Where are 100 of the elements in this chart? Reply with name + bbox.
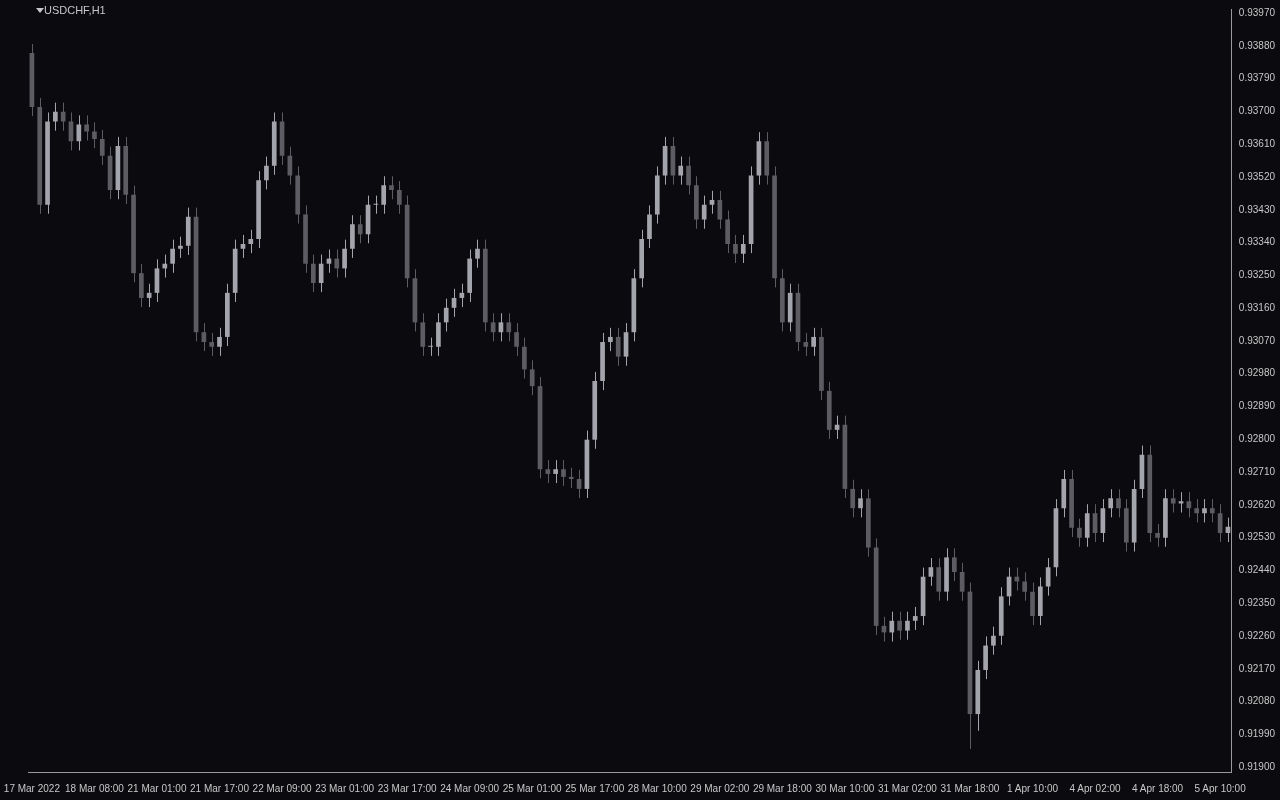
- y-tick-label: 0.93610: [1238, 137, 1276, 149]
- candlestick: [1077, 518, 1082, 548]
- candlestick: [53, 102, 58, 132]
- y-tick-label: 0.92890: [1238, 400, 1276, 412]
- candlestick: [1155, 523, 1160, 548]
- x-tick-label: 31 Mar 18:00: [940, 782, 1000, 794]
- x-tick-label: 17 Mar 2022: [3, 782, 61, 794]
- x-tick-label: 28 Mar 10:00: [627, 782, 688, 794]
- x-tick-label: 5 Apr 10:00: [1194, 782, 1247, 794]
- candlestick: [717, 190, 723, 230]
- y-tick-label: 0.92260: [1238, 629, 1276, 641]
- x-tick-label: 4 Apr 02:00: [1069, 782, 1122, 794]
- candlestick: [678, 156, 684, 186]
- candlestick: [357, 214, 363, 244]
- x-tick-label: 1 Apr 10:00: [1006, 782, 1059, 794]
- y-tick-label: 0.93340: [1238, 236, 1276, 248]
- candlestick: [342, 239, 347, 279]
- candlestick: [1116, 488, 1121, 518]
- candlestick: [170, 239, 175, 274]
- candlestick: [310, 254, 316, 293]
- x-tick-label: 31 Mar 02:00: [877, 782, 938, 794]
- y-tick-label: 0.91900: [1238, 761, 1276, 773]
- candlestick: [553, 459, 559, 484]
- candlestick: [545, 459, 551, 484]
- candlestick: [561, 459, 566, 487]
- y-tick-label: 0.91990: [1238, 728, 1276, 740]
- x-tick-label: 25 Mar 01:00: [502, 782, 563, 794]
- candlestick: [76, 114, 82, 151]
- y-tick-label: 0.92620: [1238, 498, 1276, 510]
- y-tick-label: 0.92710: [1238, 465, 1276, 477]
- x-tick-label: 29 Mar 02:00: [690, 782, 750, 794]
- candlestick: [522, 337, 527, 379]
- candlestick: [334, 248, 340, 279]
- candlestick: [709, 190, 715, 215]
- x-tick-label: 18 Mar 08:00: [64, 782, 125, 794]
- candlestick: [686, 156, 691, 195]
- candlestick: [905, 611, 910, 641]
- x-tick-label: 23 Mar 17:00: [377, 782, 438, 794]
- candlestick: [959, 562, 965, 602]
- x-tick-label: 22 Mar 09:00: [252, 782, 312, 794]
- y-tick-label: 0.93070: [1238, 334, 1276, 346]
- candlestick: [514, 322, 519, 357]
- candlestick: [803, 332, 809, 357]
- candlestick: [217, 327, 222, 357]
- candlestick: [264, 156, 269, 190]
- y-tick-label: 0.93520: [1238, 170, 1276, 182]
- candlestick: [1108, 488, 1114, 518]
- candlestick: [529, 359, 535, 396]
- candlestick: [99, 129, 105, 166]
- candlestick: [248, 229, 254, 254]
- y-tick-label: 0.93700: [1238, 105, 1276, 117]
- y-tick-label: 0.93430: [1238, 203, 1276, 215]
- candlestick: [162, 254, 168, 279]
- x-tick-label: 21 Mar 01:00: [127, 782, 187, 794]
- x-tick-label: 23 Mar 01:00: [315, 782, 375, 794]
- candlestick: [568, 467, 574, 489]
- candlestick: [443, 298, 449, 332]
- candlestick: [811, 327, 816, 357]
- y-tick-label: 0.93880: [1238, 39, 1276, 51]
- candlestick: [897, 611, 902, 641]
- candlestick: [60, 102, 66, 132]
- candlestick: [1209, 498, 1215, 523]
- candlestick: [991, 626, 996, 656]
- x-tick-label: 21 Mar 17:00: [190, 782, 250, 794]
- y-tick-label: 0.92980: [1238, 367, 1276, 379]
- candlestick: [506, 312, 512, 342]
- y-tick-label: 0.93160: [1238, 301, 1276, 313]
- y-tick-label: 0.92440: [1238, 564, 1276, 576]
- candlestick: [92, 121, 97, 149]
- candlestick: [912, 606, 918, 631]
- candlestick: [889, 611, 895, 643]
- candlestick: [146, 283, 152, 308]
- candlestick: [733, 234, 738, 264]
- candlestick: [428, 337, 433, 357]
- y-tick-label: 0.92530: [1238, 531, 1276, 543]
- candlestick: [1202, 498, 1207, 523]
- candlestick: [381, 175, 387, 215]
- y-tick-label: 0.93250: [1238, 269, 1276, 281]
- candlestick: [952, 547, 957, 582]
- candlestick: [1170, 488, 1176, 514]
- y-tick-label: 0.92080: [1238, 695, 1276, 707]
- candlestick: [84, 114, 89, 142]
- candlestick: [396, 180, 402, 215]
- x-tick-label: 4 Apr 18:00: [1132, 782, 1184, 794]
- x-tick-label: 30 Mar 10:00: [815, 782, 875, 794]
- candlestick: [928, 557, 934, 587]
- candlestick: [209, 332, 215, 357]
- candlestick: [389, 175, 394, 200]
- candlestick: [740, 234, 746, 264]
- y-tick-label: 0.92800: [1238, 433, 1276, 445]
- y-tick-label: 0.93970: [1238, 6, 1276, 18]
- y-tick-label: 0.92170: [1238, 662, 1276, 674]
- chart-title: USDCHF,H1: [44, 3, 106, 16]
- candlestick: [850, 479, 856, 518]
- x-tick-label: 25 Mar 17:00: [565, 782, 625, 794]
- candlestick: [615, 327, 621, 367]
- candlestick: [178, 236, 183, 259]
- candlestick: [608, 327, 613, 352]
- y-tick-label: 0.92350: [1238, 597, 1276, 609]
- candlestick: [475, 239, 480, 269]
